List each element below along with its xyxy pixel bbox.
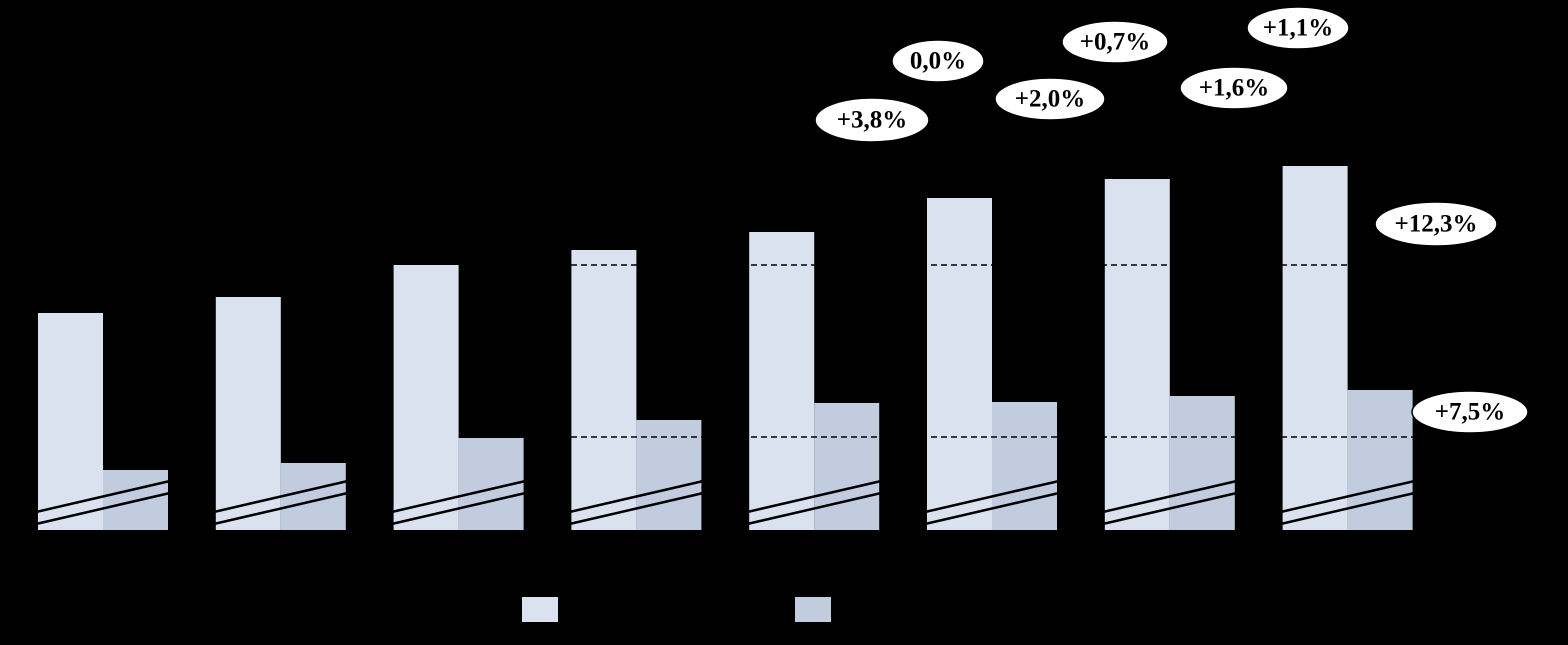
axis-break-mark (569, 491, 704, 526)
bar-series-1-light-group-2 (215, 297, 281, 530)
bar-series-2-dark-group-7 (1169, 396, 1235, 530)
bar-series-2-dark-group-4 (636, 420, 702, 530)
annotation-ellipse (1411, 390, 1529, 434)
annotation-ellipse (994, 77, 1106, 121)
axis-break-mark (569, 479, 704, 514)
annotation-ellipse (891, 39, 985, 83)
axis-break-mark (35, 491, 171, 526)
axis-break-mark (746, 491, 882, 526)
bar-series-1-light-group-5 (749, 232, 815, 530)
bar-series-2-dark-group-8 (1347, 390, 1413, 530)
legend-swatch-series-1 (522, 597, 558, 622)
annotation-label: +7,5% (1435, 399, 1506, 426)
axis-break-mark (391, 491, 526, 526)
annotation-ellipse (1374, 201, 1498, 247)
bar-series-2-dark-group-6 (992, 402, 1057, 530)
axis-break-mark (924, 491, 1060, 526)
axis-break-mark (1102, 491, 1238, 526)
bar-series-1-light-group-6 (927, 198, 992, 530)
axis-break-mark (213, 491, 349, 526)
axis-break-mark (924, 479, 1060, 514)
axis-break-mark (35, 479, 171, 514)
axis-break-mark (213, 479, 349, 514)
annotation-label: +1,1% (1263, 15, 1334, 42)
annotation-ellipse (1246, 6, 1350, 50)
annotation-ellipse (1179, 66, 1289, 110)
bar-series-1-light-group-8 (1282, 166, 1348, 530)
annotation-label: +2,0% (1015, 86, 1086, 113)
annotation-label: 0,0% (910, 48, 966, 75)
legend-swatch-series-2 (795, 597, 831, 622)
axis-break-mark (1280, 491, 1415, 526)
annotation-ellipse (814, 97, 930, 143)
axis-break-mark (391, 479, 526, 514)
axis-break-mark (1102, 479, 1238, 514)
annotation-ellipse (1061, 20, 1169, 64)
bar-series-1-light-group-3 (393, 265, 459, 530)
annotation-label: +3,8% (837, 107, 908, 134)
annotation-label: +0,7% (1080, 29, 1151, 56)
axis-break-mark (1280, 479, 1415, 514)
axis-break-mark (746, 479, 882, 514)
bar-series-1-light-group-7 (1104, 179, 1170, 530)
annotation-label: +1,6% (1199, 75, 1270, 102)
bar-series-2-dark-group-5 (814, 403, 880, 530)
bar-series-1-light-group-4 (571, 250, 637, 530)
annotation-label: +12,3% (1395, 211, 1478, 238)
bar-series-1-light-group-1 (38, 313, 103, 530)
